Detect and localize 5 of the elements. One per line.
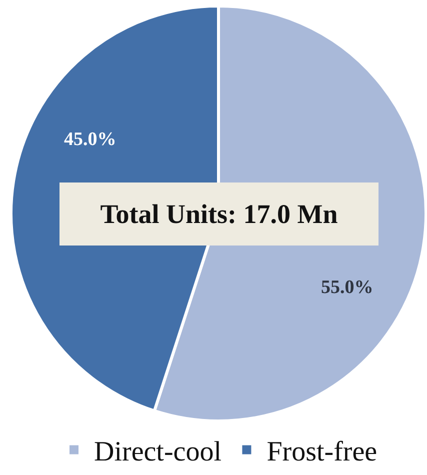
legend-label: Direct-cool [94, 436, 222, 468]
legend-label: Frost-free [266, 436, 378, 468]
data-label: 55.0% [321, 277, 374, 298]
data-label: 45.0% [64, 129, 116, 150]
text: Total Units: 17.0 Mn [100, 199, 338, 229]
